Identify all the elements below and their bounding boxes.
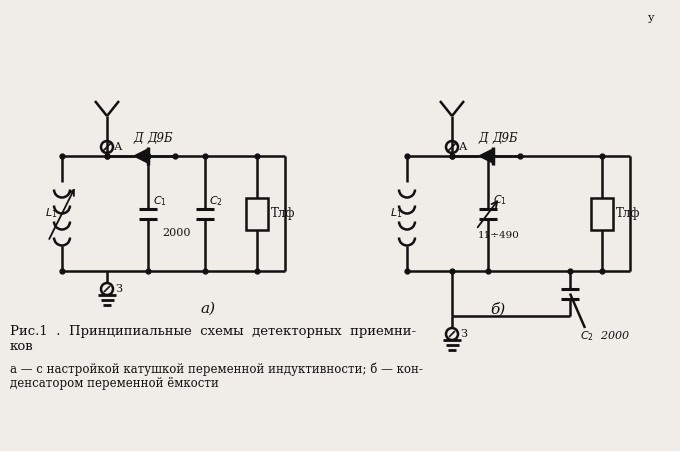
Text: Д9Б: Д9Б: [492, 133, 517, 146]
Bar: [591, 198, 613, 230]
Text: б): б): [490, 302, 505, 316]
Polygon shape: [479, 149, 493, 163]
Text: А: А: [114, 142, 122, 152]
Text: 11÷490: 11÷490: [478, 231, 520, 240]
Text: З: З: [115, 284, 122, 294]
Text: а — с настройкой катушкой переменной индуктивности; б — кон-: а — с настройкой катушкой переменной инд…: [10, 362, 423, 376]
Text: Тлф: Тлф: [271, 207, 296, 220]
Text: Д9Б: Д9Б: [147, 133, 173, 146]
Text: ков: ков: [10, 341, 33, 354]
Text: З: З: [460, 329, 467, 339]
Text: Тлф: Тлф: [616, 207, 641, 220]
Text: $C_2$  2000: $C_2$ 2000: [580, 329, 630, 343]
Text: Д: Д: [133, 133, 143, 146]
Text: 2000: 2000: [163, 229, 191, 239]
Text: Д: Д: [478, 133, 488, 146]
Bar: [246, 198, 268, 230]
Text: А: А: [459, 142, 467, 152]
Text: $C_2$: $C_2$: [209, 194, 223, 208]
Text: $C_1$: $C_1$: [493, 193, 507, 207]
Text: $C_1$: $C_1$: [153, 194, 167, 208]
Polygon shape: [134, 149, 148, 163]
Text: $L_1$: $L_1$: [390, 207, 403, 221]
Text: Рис.1  .  Принципиальные  схемы  детекторных  приемни-: Рис.1 . Принципиальные схемы детекторных…: [10, 325, 416, 337]
Text: у: у: [648, 13, 654, 23]
Text: денсатором переменной ёмкости: денсатором переменной ёмкости: [10, 377, 219, 391]
Text: а): а): [200, 302, 215, 316]
Text: $L_1$: $L_1$: [45, 207, 57, 221]
